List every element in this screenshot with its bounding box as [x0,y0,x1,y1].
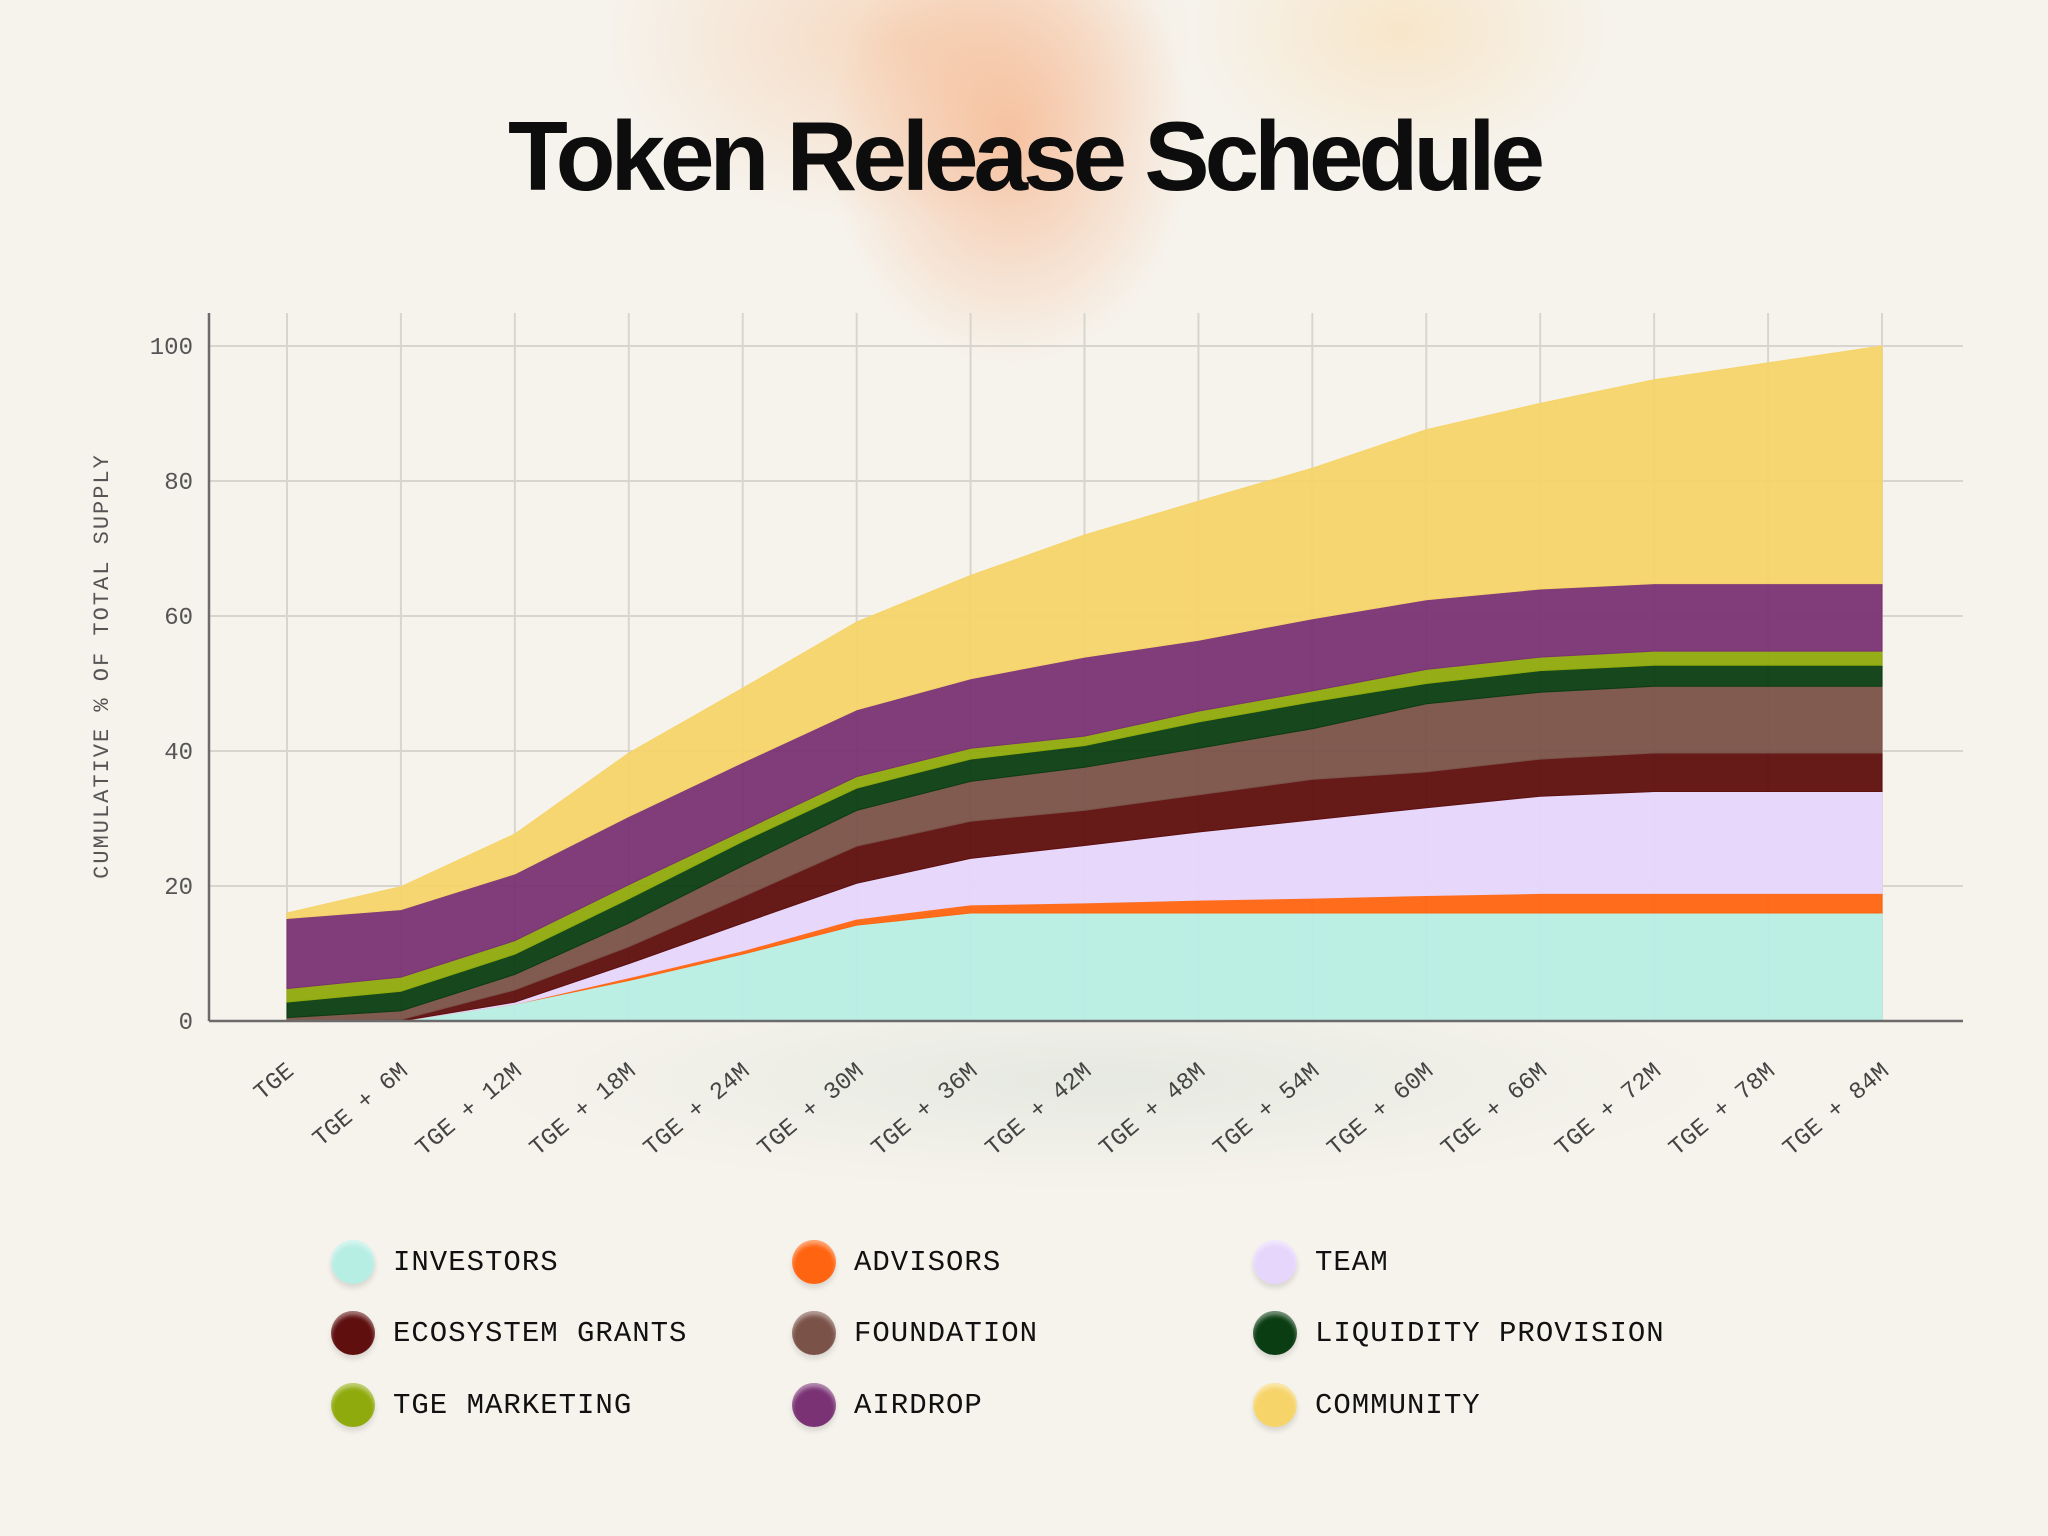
area-community [286,345,1883,919]
x-tick-label: TGE + 24M [639,1058,756,1162]
x-tick-label: TGE + 66M [1437,1058,1554,1162]
legend-item-team: TEAM [1253,1240,1389,1284]
legend-swatch [792,1311,836,1355]
legend-label: ADVISORS [854,1245,1002,1279]
legend-swatch [331,1383,375,1427]
y-tick-label: 80 [164,470,193,497]
legend-item-investors: INVESTORS [331,1240,559,1284]
x-tick-label: TGE + 18M [525,1058,642,1162]
x-tick-label: TGE + 6M [308,1058,414,1153]
legend-item-advisors: ADVISORS [792,1240,1001,1284]
x-tick-label: TGE + 12M [411,1058,528,1162]
legend-label: COMMUNITY [1315,1388,1481,1422]
legend-swatch [792,1383,836,1427]
y-tick-label: 20 [164,875,193,902]
y-tick-labels: 0 20 40 60 80 100 [150,335,193,1037]
y-tick-label: 40 [164,740,193,767]
legend-swatch [792,1240,836,1284]
legend-label: TGE MARKETING [393,1388,633,1422]
x-tick-label: TGE + 60M [1323,1058,1440,1162]
legend-label: AIRDROP [854,1388,983,1422]
x-tick-label: TGE + 84M [1778,1058,1895,1162]
legend-swatch [331,1311,375,1355]
legend-swatch [1253,1240,1297,1284]
x-tick-label: TGE + 36M [867,1058,984,1162]
legend-item-liquidity-provision: LIQUIDITY PROVISION [1253,1311,1665,1355]
legend-item-tge-marketing: TGE MARKETING [331,1383,632,1427]
x-tick-label: TGE + 42M [981,1058,1098,1162]
x-tick-label: TGE [250,1058,300,1106]
legend-label: LIQUIDITY PROVISION [1315,1316,1665,1350]
legend-swatch [331,1240,375,1284]
legend-label: ECOSYSTEM GRANTS [393,1316,688,1350]
legend-item-airdrop: AIRDROP [792,1383,983,1427]
y-tick-label: 60 [164,605,193,632]
chart-title: Token Release Schedule [508,101,1545,211]
y-tick-label: 100 [150,335,193,362]
legend-label: TEAM [1315,1245,1389,1279]
x-tick-label: TGE + 78M [1665,1058,1782,1162]
legend-item-foundation: FOUNDATION [792,1311,1038,1355]
stacked-areas [286,345,1883,1022]
axes [207,313,1963,1023]
x-tick-label: TGE + 54M [1209,1058,1326,1162]
legend-item-community: COMMUNITY [1253,1383,1481,1427]
legend-label: INVESTORS [393,1245,559,1279]
legend-item-ecosystem-grants: ECOSYSTEM GRANTS [331,1311,687,1355]
legend-label: FOUNDATION [854,1316,1039,1350]
y-axis-label: CUMULATIVE % OF TOTAL SUPPLY [90,453,115,879]
y-tick-label: 0 [179,1010,193,1037]
legend-swatch [1253,1311,1297,1355]
legend-swatch [1253,1383,1297,1427]
x-tick-label: TGE + 30M [753,1058,870,1162]
x-tick-label: TGE + 72M [1551,1058,1668,1162]
x-tick-label: TGE + 48M [1095,1058,1212,1162]
